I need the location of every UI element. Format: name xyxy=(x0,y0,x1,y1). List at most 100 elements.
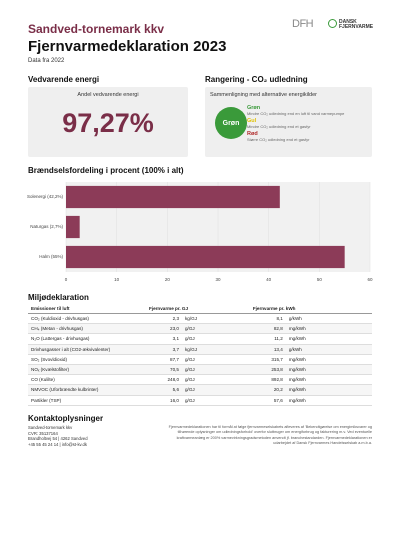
legend-item: Rød Større CO₂ udledning end et gasfyr xyxy=(247,131,309,142)
table-cell: kg/GJ xyxy=(182,344,250,355)
rank-badge: Grøn xyxy=(215,107,247,139)
renewable-value: 97,27% xyxy=(62,108,154,138)
x-tick-label: 20 xyxy=(165,277,171,282)
contact-line: Brandholtvej 54 | 4262 Sandved xyxy=(28,436,88,442)
y-tick-label: Naturgas (2,7%) xyxy=(30,224,63,229)
table-cell: mg/kWh xyxy=(285,395,372,406)
chart: 0 10 20 30 40 50 60 Solenergi (42,2%) Naturgas (… xyxy=(27,182,373,282)
table-cell: kg/GJ xyxy=(182,313,250,325)
x-tick-label: 30 xyxy=(215,277,221,282)
table-row: N₂O (Lattergas - drivhusgas) 3,1 g/GJ 11,2 m… xyxy=(28,333,372,345)
table-cell: 87,7 xyxy=(146,354,182,365)
legend-item: Grøn Mindre CO₂ udledning end en luft til… xyxy=(247,105,344,116)
table-cell: N₂O (Lattergas - drivhusgas) xyxy=(28,333,146,345)
table-cell: g/GJ xyxy=(182,323,250,335)
legend-name: Gul xyxy=(247,118,257,124)
table-cell: 16,0 xyxy=(146,395,182,406)
caption: Andel vedvarende energi xyxy=(77,92,139,98)
table-cell: 3,1 xyxy=(146,333,182,345)
table-cell: mg/kWh xyxy=(285,333,372,345)
x-tick-label: 10 xyxy=(114,277,120,282)
org-name: Sandved-tornemark kkv xyxy=(28,22,165,36)
column-header: Fjernvarme pr. GJ xyxy=(146,304,250,314)
table-row: CO (Kulilte) 248,0 g/GJ 892,8 mg/kWh xyxy=(28,374,372,386)
table-cell: g/kWh xyxy=(285,313,372,325)
ranking-box: Sammenligning med alternative energikild… xyxy=(205,87,372,157)
chart-title: Brændselsfordeling i procent (100% i alt… xyxy=(28,166,184,175)
table-cell: 57,6 xyxy=(249,395,286,406)
table-cell: 5,6 xyxy=(146,384,182,396)
contact-info: Sandved-tornemark kkv CVR: 35137164 Brandh… xyxy=(28,425,148,447)
table-cell: mg/kWh xyxy=(285,323,372,335)
contact-line: +45 55 45 24 14 | info@st-kv.dk xyxy=(28,441,87,447)
table-row: NOₓ (Kvælstofilter) 70,5 g/GJ 253,8 mg/kWh xyxy=(28,364,372,376)
table-cell: CO (Kulilte) xyxy=(28,374,146,386)
contact-line: Sandved-tornemark kkv xyxy=(28,425,73,430)
table-cell: 315,7 xyxy=(249,354,286,365)
section-heading: Miljødeklaration xyxy=(28,293,89,302)
table-body: CO₂ (Kuldioxid - drivhusgas) 2,3 kg/GJ 8,1 g… xyxy=(28,313,372,406)
table-cell: Drivhusgasser i alt (CO2-ækvivalenter) xyxy=(28,344,146,355)
logo-dansk-fjernvarme: DANSK FJERNVARME xyxy=(328,19,389,30)
table-cell: g/kWh xyxy=(285,344,372,355)
table-cell: mg/kWh xyxy=(285,374,372,386)
table-cell: 8,1 xyxy=(249,313,286,325)
table-row: Partikler (TSP) 16,0 g/GJ 57,6 mg/kWh xyxy=(28,395,372,406)
table-cell: g/GJ xyxy=(182,384,250,396)
table-cell: g/GJ xyxy=(182,354,250,365)
table-cell: mg/kWh xyxy=(285,364,372,376)
table-cell: 248,0 xyxy=(146,374,182,386)
table-cell: 892,8 xyxy=(249,374,286,386)
emission-table: Emissioner til luft Fjernvarme pr. GJ Fj… xyxy=(28,304,372,406)
legend-name: Rød xyxy=(247,131,258,137)
bar xyxy=(66,245,345,269)
table-cell: mg/kWh xyxy=(285,354,372,365)
bar xyxy=(66,215,80,239)
table-cell: NOₓ (Kvælstofilter) xyxy=(28,364,146,376)
section-heading: Vedvarende energi xyxy=(28,75,100,84)
x-tick-label: 50 xyxy=(317,277,323,282)
table-cell: 82,8 xyxy=(249,323,286,335)
table-cell: g/GJ xyxy=(182,333,250,345)
legend-text: Mindre CO₂ udledning end et gasfyr xyxy=(247,124,311,129)
table-cell: 70,5 xyxy=(146,364,182,376)
table-cell: mg/kWh xyxy=(285,384,372,396)
legend-item: Gul Mindre CO₂ udledning end et gasfyr xyxy=(247,118,311,129)
table-cell: 23,0 xyxy=(146,323,182,335)
column-header: Fjernvarme pr. kWh xyxy=(249,304,372,314)
x-tick-label: 60 xyxy=(367,277,373,282)
table-cell: g/GJ xyxy=(182,374,250,386)
legend-text: Mindre CO₂ udledning end en luft til van… xyxy=(247,111,345,116)
table-cell: 11,2 xyxy=(249,333,286,345)
table-cell: g/GJ xyxy=(182,364,250,376)
section-heading: Rangering - CO₂ udledning xyxy=(205,75,308,84)
table-cell: Partikler (TSP) xyxy=(28,395,146,406)
header-row: Emissioner til luft Fjernvarme pr. GJ Fj… xyxy=(28,304,372,314)
legend-name: Grøn xyxy=(247,105,261,111)
table-cell: CH₄ (Metan - drivhusgas) xyxy=(28,323,146,335)
x-tick-label: 40 xyxy=(266,277,272,282)
doc-title: Fjernvarmedeklaration 2023 xyxy=(28,38,227,55)
y-tick-label: Halm (55%) xyxy=(39,254,63,259)
table-cell: g/GJ xyxy=(182,395,250,406)
table-row: CH₄ (Metan - drivhusgas) 23,0 g/GJ 82,8 mg/k… xyxy=(28,323,372,335)
table-cell: SO₂ (Svovldioxid) xyxy=(28,354,146,365)
subtitle: Data fra 2022 xyxy=(28,58,65,64)
caption: Sammenligning med alternative energikild… xyxy=(210,92,318,98)
table-wrap: Emissioner til luft Fjernvarme pr. GJ Fj… xyxy=(28,304,372,406)
disclaimer: Fjernvarmedeklarationen har til formål a… xyxy=(168,425,372,446)
bar xyxy=(66,185,280,209)
table-row: NMVOC (Uforbrændte kulbrinter) 5,6 g/GJ 20,… xyxy=(28,384,372,396)
x-tick-label: 0 xyxy=(65,277,68,282)
y-tick-label: Solenergi (42,2%) xyxy=(27,194,64,199)
table-row: CO₂ (Kuldioxid - drivhusgas) 2,3 kg/GJ 8,1 g… xyxy=(28,313,372,325)
table-cell: NMVOC (Uforbrændte kulbrinter) xyxy=(28,384,146,396)
renewable-box: Andel vedvarende energi 97,27% xyxy=(28,87,188,157)
column-header: Emissioner til luft xyxy=(28,304,146,314)
table-cell: 253,8 xyxy=(249,364,286,376)
table-cell: 20,2 xyxy=(249,384,286,396)
table-cell: CO₂ (Kuldioxid - drivhusgas) xyxy=(28,313,146,325)
table-cell: 13,4 xyxy=(249,344,286,355)
section-heading: Kontaktoplysninger xyxy=(28,414,104,423)
